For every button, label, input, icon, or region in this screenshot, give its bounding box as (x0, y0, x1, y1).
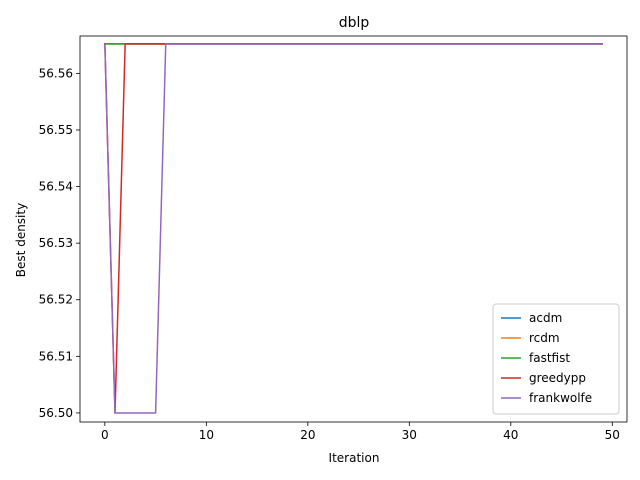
plot-area: 0 10 20 30 40 50 56.50 56.51 56.52 56.53 56.54 56.5… (39, 35, 628, 442)
y-tick-label: 56.50 (39, 406, 73, 420)
y-tick-label: 56.51 (39, 349, 73, 363)
x-tick-label: 30 (402, 428, 417, 442)
x-tick-label: 40 (503, 428, 518, 442)
y-tick-label: 56.53 (39, 236, 73, 250)
legend-label-greedypp: greedypp (529, 371, 586, 385)
chart-title: dblp (339, 15, 370, 31)
legend-box (492, 303, 620, 415)
legend-label-frankwolfe: frankwolfe (529, 391, 592, 405)
legend-label-rcdm: rcdm (529, 331, 560, 345)
x-tick-label: 10 (199, 428, 214, 442)
y-tick-label: 56.52 (39, 293, 73, 307)
y-tick-label: 56.55 (39, 123, 73, 137)
legend-label-fastfist: fastfist (529, 351, 570, 365)
axes-frame (79, 35, 628, 423)
x-tick-label: 50 (605, 428, 620, 442)
series-line-frankwolfe (104, 43, 603, 414)
x-tick-label: 0 (101, 428, 109, 442)
legend-label-acdm: acdm (529, 311, 562, 325)
legend: acdm rcdm fastfist greedypp frankwolfe (492, 303, 620, 415)
y-tick-label: 56.54 (39, 180, 73, 194)
y-axis-label: Best density (14, 203, 28, 277)
y-tick-label: 56.56 (39, 66, 73, 80)
x-axis-label: Iteration (329, 451, 380, 465)
x-tick-label: 20 (300, 428, 315, 442)
